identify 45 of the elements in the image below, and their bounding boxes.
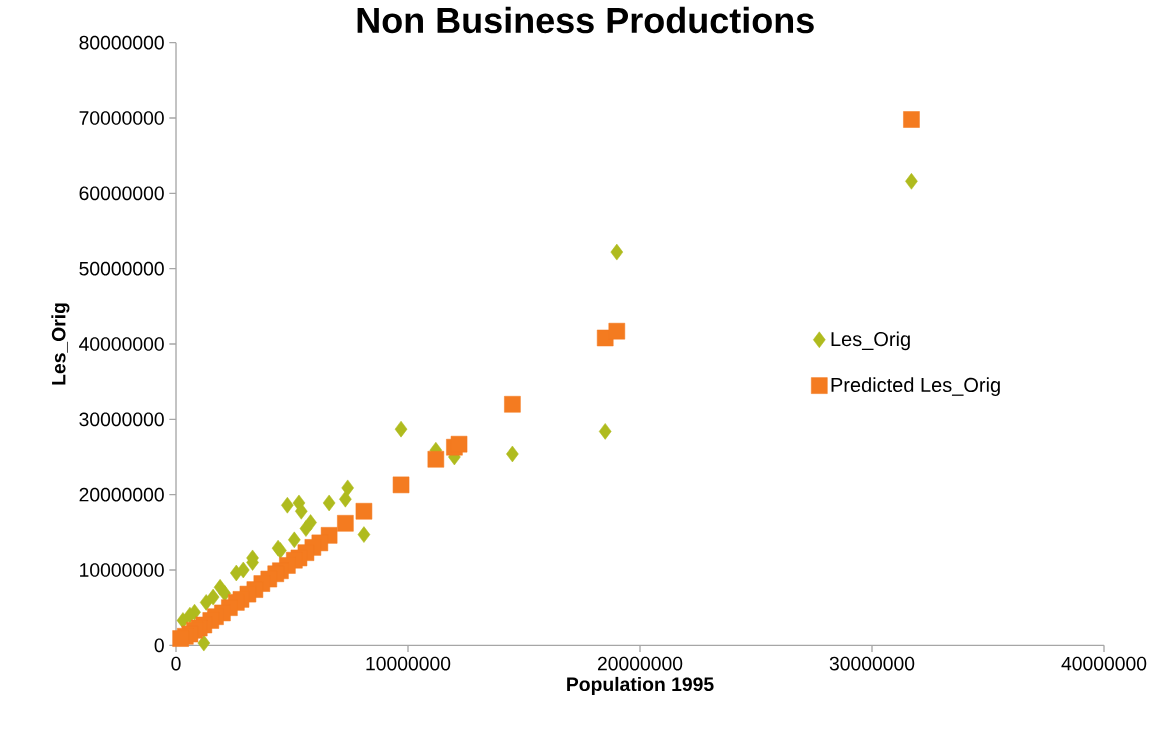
- point: [608, 322, 626, 340]
- x-tick-label: 30000000: [829, 656, 915, 671]
- y-tick-label: 0: [154, 638, 164, 653]
- point: [322, 494, 336, 512]
- point: [288, 531, 301, 549]
- y-axis-title: Les_Orig: [51, 303, 70, 385]
- legend-label: Predicted Les_Orig: [831, 377, 1000, 396]
- y-tick-label: 20000000: [79, 487, 164, 502]
- y-tick-label: 80000000: [79, 35, 164, 50]
- point: [337, 515, 354, 532]
- x-tick-label: 40000000: [1061, 656, 1147, 671]
- point: [172, 630, 189, 647]
- y-tick-label: 60000000: [79, 186, 164, 201]
- point: [392, 476, 410, 494]
- point: [357, 526, 371, 543]
- chart-title: Non Business Productions: [357, 6, 814, 34]
- point: [213, 579, 227, 596]
- x-axis-title: Population 1995: [567, 676, 714, 695]
- point: [341, 479, 354, 497]
- point: [199, 594, 213, 611]
- point: [598, 423, 612, 440]
- legend-label: Les_Orig: [831, 331, 910, 351]
- point: [450, 435, 468, 453]
- point: [610, 243, 624, 261]
- point: [903, 111, 920, 128]
- x-tick-label: 20000000: [597, 656, 683, 671]
- y-tick-label: 40000000: [79, 337, 164, 351]
- point: [506, 445, 519, 463]
- point: [427, 450, 445, 468]
- x-tick-label: 10000000: [366, 656, 451, 671]
- y-tick-label: 10000000: [80, 563, 164, 577]
- y-tick-label: 70000000: [79, 111, 164, 125]
- point: [281, 496, 294, 514]
- point: [394, 420, 408, 438]
- y-tick-label: 30000000: [79, 412, 164, 427]
- point: [197, 634, 211, 652]
- point: [339, 490, 352, 508]
- y-tick-label: 50000000: [79, 261, 164, 276]
- point: [355, 502, 373, 520]
- x-tick-label: 0: [171, 656, 181, 671]
- point: [905, 173, 918, 190]
- point: [230, 564, 243, 582]
- point: [504, 396, 521, 413]
- point: [299, 520, 313, 537]
- point: [176, 612, 190, 629]
